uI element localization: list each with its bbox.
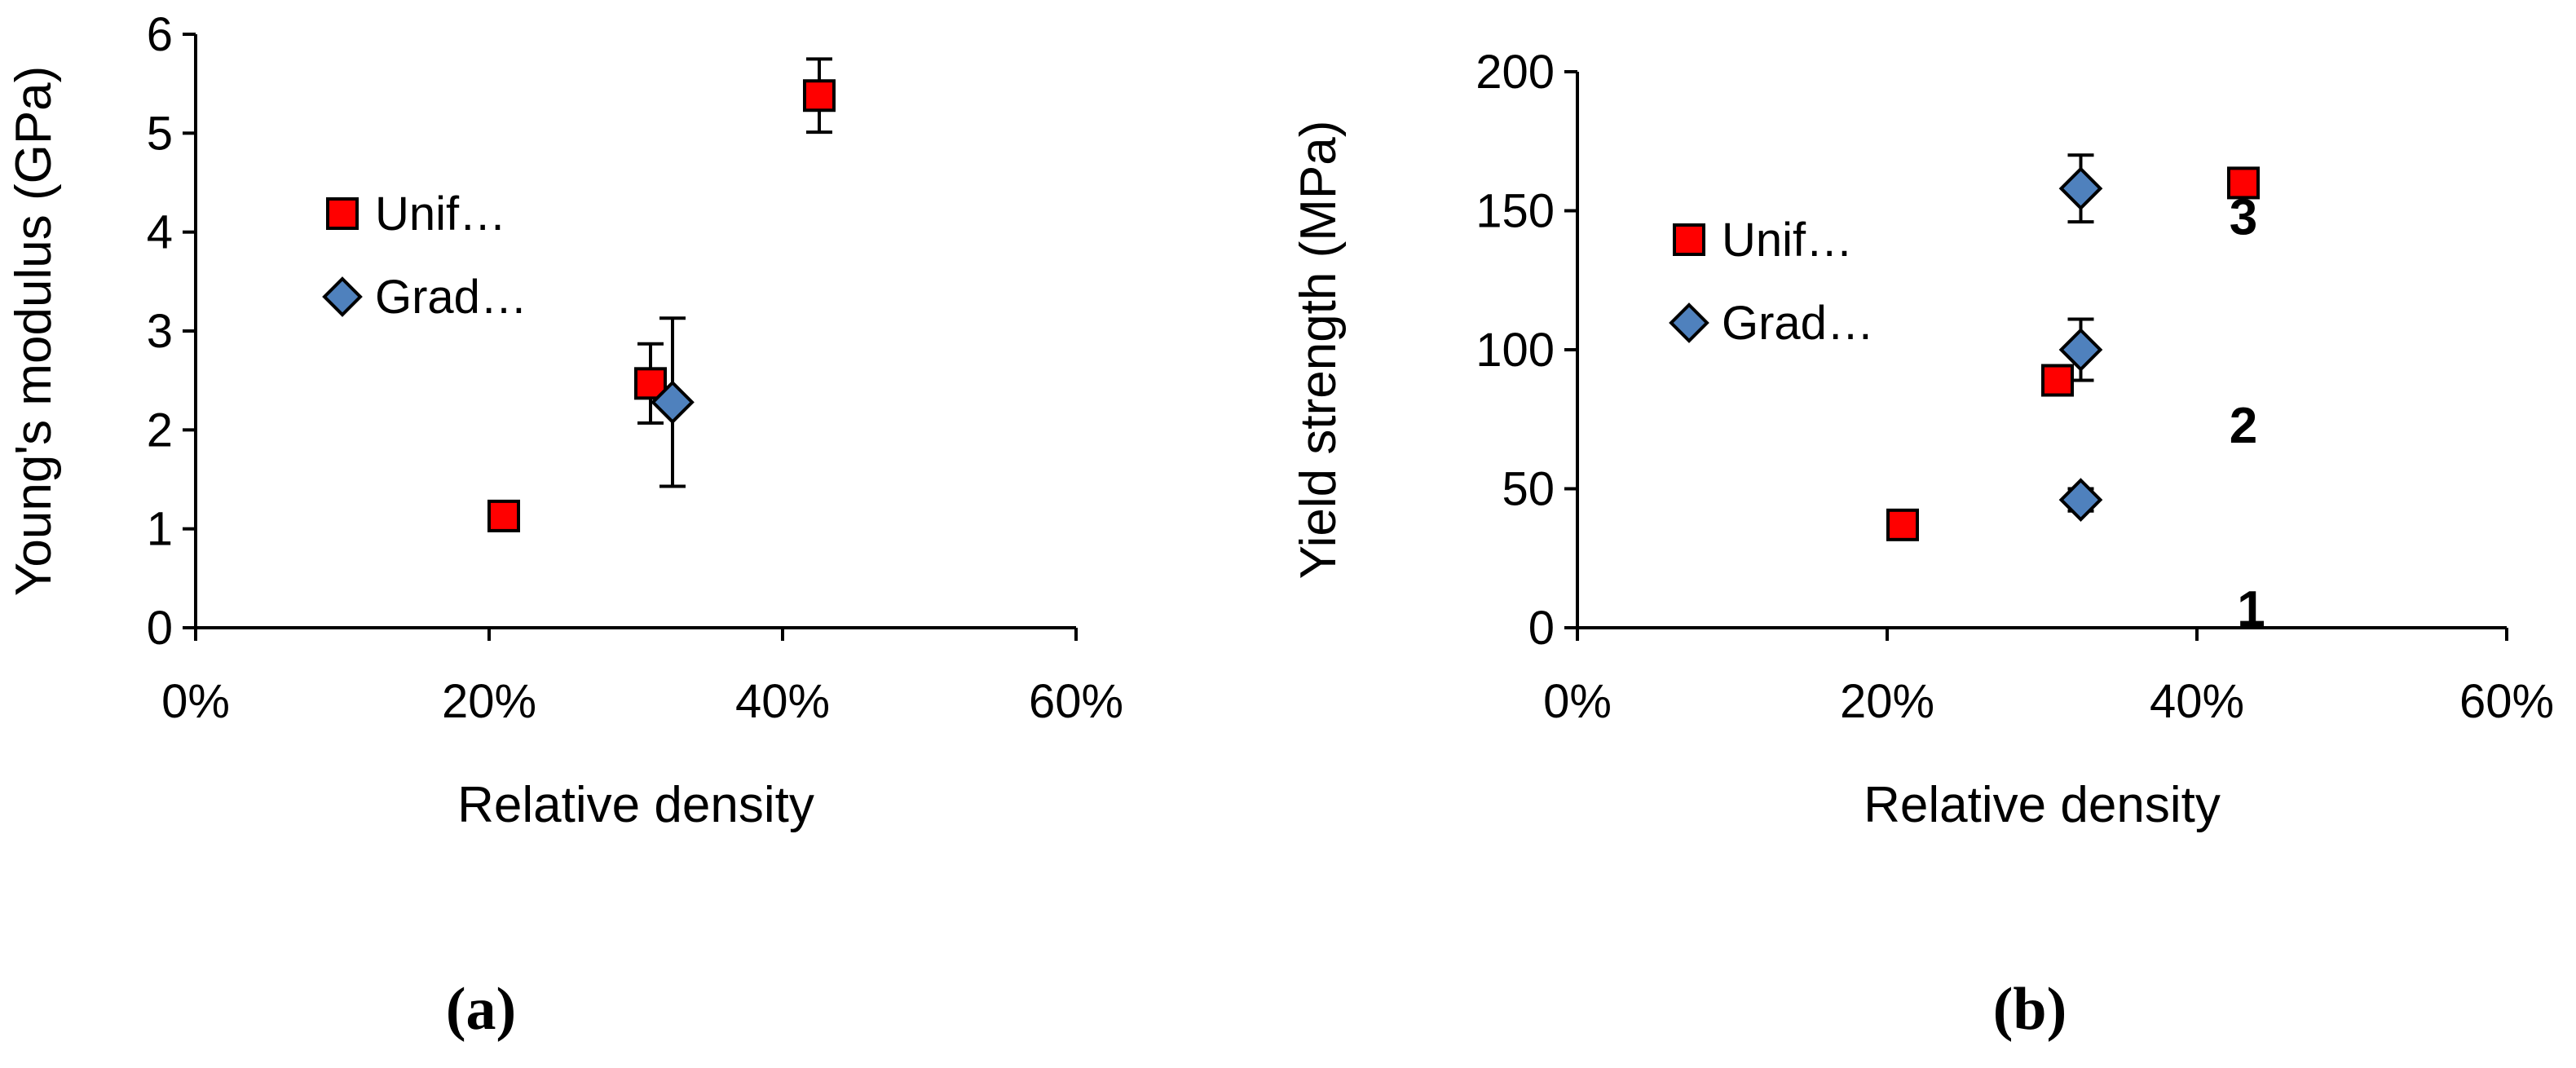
legend-label: Unif…	[375, 188, 506, 241]
x-axis-title: Relative density	[457, 777, 814, 833]
data-point-diamond	[2058, 166, 2103, 211]
data-point-square	[1886, 508, 1919, 541]
y-tick-label: 0	[147, 602, 173, 655]
x-tick-label: 20%	[442, 675, 536, 728]
y-tick-label: 1	[147, 503, 173, 556]
legend-marker-diamond	[1669, 302, 1709, 343]
data-point-diamond	[2058, 478, 2103, 522]
y-tick-label: 50	[1502, 463, 1555, 516]
y-tick-label: 2	[147, 404, 173, 457]
legend-label: Grad…	[1722, 297, 1874, 350]
legend-marker-diamond	[322, 276, 363, 317]
legend-marker-square	[1673, 223, 1705, 256]
legend-marker-square	[326, 197, 359, 230]
x-tick-label: 0%	[1543, 675, 1612, 728]
data-point-square	[2227, 166, 2260, 200]
y-tick-label: 6	[147, 8, 173, 61]
y-axis-title: Young's modulus (GPa)	[6, 66, 62, 597]
data-point-diamond	[2058, 328, 2103, 372]
y-tick-label: 200	[1475, 46, 1555, 99]
data-point-square	[803, 79, 836, 113]
annotation-label: 1	[2237, 581, 2265, 638]
y-axis-title: Yield strength (MPa)	[1290, 121, 1347, 580]
x-tick-label: 60%	[1029, 675, 1123, 728]
y-tick-label: 0	[1528, 602, 1555, 655]
panel-label: (b)	[1993, 976, 2067, 1043]
x-axis-title: Relative density	[1864, 777, 2221, 833]
y-tick-label: 3	[147, 305, 173, 358]
y-tick-label: 5	[147, 107, 173, 160]
y-tick-label: 150	[1475, 185, 1555, 238]
annotation-label: 3	[2230, 189, 2257, 245]
legend-label: Unif…	[1722, 214, 1853, 267]
legend: Unif… Grad…	[1669, 214, 1874, 350]
legend-label: Grad…	[375, 271, 527, 324]
legend: Unif… Grad…	[322, 188, 527, 324]
data-point-square	[2041, 364, 2074, 397]
x-tick-label: 40%	[735, 675, 830, 728]
y-tick-label: 4	[147, 206, 173, 259]
annotation-label: 2	[2230, 398, 2257, 454]
data-point-diamond	[651, 380, 695, 425]
x-tick-label: 60%	[2459, 675, 2554, 728]
y-tick-label: 100	[1475, 324, 1555, 377]
x-tick-label: 0%	[161, 675, 230, 728]
panel-label: (a)	[446, 976, 516, 1043]
data-point-square	[487, 499, 520, 532]
x-tick-label: 20%	[1840, 675, 1934, 728]
panel-b: 0 50 100 150 200 0% 20% 40% 60% Relative density Y…	[1290, 46, 2554, 1043]
x-tick-label: 40%	[2150, 675, 2244, 728]
